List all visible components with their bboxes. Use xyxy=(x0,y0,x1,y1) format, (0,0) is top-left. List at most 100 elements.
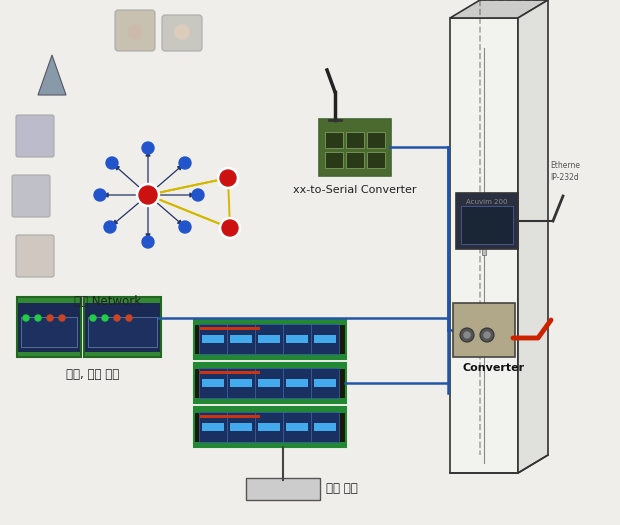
FancyBboxPatch shape xyxy=(115,10,155,51)
FancyBboxPatch shape xyxy=(453,303,515,357)
Text: 공조, 설비 제어: 공조, 설비 제어 xyxy=(66,368,120,381)
Polygon shape xyxy=(38,55,66,95)
FancyBboxPatch shape xyxy=(227,368,255,398)
FancyBboxPatch shape xyxy=(16,115,54,157)
FancyBboxPatch shape xyxy=(199,412,227,442)
Circle shape xyxy=(142,142,154,154)
FancyBboxPatch shape xyxy=(199,324,227,354)
Bar xyxy=(202,423,224,431)
Bar xyxy=(85,298,160,303)
Circle shape xyxy=(220,170,236,186)
Bar xyxy=(195,408,345,413)
FancyBboxPatch shape xyxy=(227,324,255,354)
FancyBboxPatch shape xyxy=(255,412,283,442)
FancyBboxPatch shape xyxy=(325,152,343,168)
Bar xyxy=(195,354,345,358)
Circle shape xyxy=(484,332,490,338)
FancyBboxPatch shape xyxy=(311,368,339,398)
Circle shape xyxy=(90,315,96,321)
FancyBboxPatch shape xyxy=(16,235,54,277)
Circle shape xyxy=(464,332,470,338)
FancyBboxPatch shape xyxy=(84,297,161,357)
Circle shape xyxy=(480,328,494,342)
Polygon shape xyxy=(450,18,518,473)
Bar xyxy=(195,442,345,446)
Circle shape xyxy=(219,217,241,238)
FancyBboxPatch shape xyxy=(17,297,81,357)
FancyBboxPatch shape xyxy=(88,317,157,347)
FancyBboxPatch shape xyxy=(194,363,346,403)
Bar xyxy=(258,423,280,431)
Bar xyxy=(202,335,224,343)
Bar xyxy=(258,379,280,387)
Circle shape xyxy=(218,167,239,188)
Bar xyxy=(286,423,308,431)
Bar xyxy=(195,398,345,402)
Bar xyxy=(314,379,336,387)
Circle shape xyxy=(460,328,474,342)
Bar xyxy=(314,335,336,343)
Text: Converter: Converter xyxy=(463,363,525,373)
Bar xyxy=(230,335,252,343)
Bar xyxy=(200,371,260,374)
FancyBboxPatch shape xyxy=(162,15,202,51)
Bar xyxy=(230,423,252,431)
FancyBboxPatch shape xyxy=(194,319,346,359)
FancyBboxPatch shape xyxy=(367,152,385,168)
Bar xyxy=(230,379,252,387)
Circle shape xyxy=(23,315,29,321)
Text: IP-232d: IP-232d xyxy=(550,173,578,182)
Circle shape xyxy=(128,25,142,39)
Text: 센서 Network: 센서 Network xyxy=(74,295,141,308)
FancyBboxPatch shape xyxy=(255,324,283,354)
Bar xyxy=(18,352,80,356)
Circle shape xyxy=(104,221,116,233)
Circle shape xyxy=(142,236,154,248)
Text: Acuvim 200: Acuvim 200 xyxy=(466,199,508,205)
FancyBboxPatch shape xyxy=(21,317,77,347)
Circle shape xyxy=(179,221,191,233)
FancyBboxPatch shape xyxy=(227,412,255,442)
FancyBboxPatch shape xyxy=(346,132,364,148)
FancyBboxPatch shape xyxy=(325,132,343,148)
FancyBboxPatch shape xyxy=(367,132,385,148)
Circle shape xyxy=(222,220,238,236)
FancyBboxPatch shape xyxy=(283,368,311,398)
Text: 조명 제어: 조명 제어 xyxy=(326,482,358,496)
Bar xyxy=(258,335,280,343)
Circle shape xyxy=(35,315,41,321)
FancyBboxPatch shape xyxy=(283,412,311,442)
Bar xyxy=(195,320,345,325)
FancyBboxPatch shape xyxy=(255,368,283,398)
Bar xyxy=(286,335,308,343)
Bar xyxy=(85,352,160,356)
Circle shape xyxy=(102,315,108,321)
Circle shape xyxy=(136,184,159,206)
Bar xyxy=(200,415,260,418)
FancyBboxPatch shape xyxy=(283,324,311,354)
Circle shape xyxy=(59,315,65,321)
FancyBboxPatch shape xyxy=(199,368,227,398)
FancyBboxPatch shape xyxy=(319,119,391,176)
Circle shape xyxy=(139,186,157,204)
FancyBboxPatch shape xyxy=(246,478,320,500)
FancyBboxPatch shape xyxy=(456,193,518,249)
Text: xx-to-Serial Converter: xx-to-Serial Converter xyxy=(293,185,417,195)
Bar xyxy=(18,298,80,303)
Bar xyxy=(286,379,308,387)
Circle shape xyxy=(175,25,189,39)
Circle shape xyxy=(179,157,191,169)
Circle shape xyxy=(114,315,120,321)
Bar xyxy=(482,235,486,255)
FancyBboxPatch shape xyxy=(346,152,364,168)
Bar xyxy=(314,423,336,431)
Polygon shape xyxy=(450,0,548,18)
Bar xyxy=(200,327,260,330)
Circle shape xyxy=(126,315,132,321)
Circle shape xyxy=(47,315,53,321)
Circle shape xyxy=(106,157,118,169)
FancyBboxPatch shape xyxy=(461,206,513,244)
Polygon shape xyxy=(518,0,548,473)
FancyBboxPatch shape xyxy=(194,407,346,447)
FancyBboxPatch shape xyxy=(12,175,50,217)
